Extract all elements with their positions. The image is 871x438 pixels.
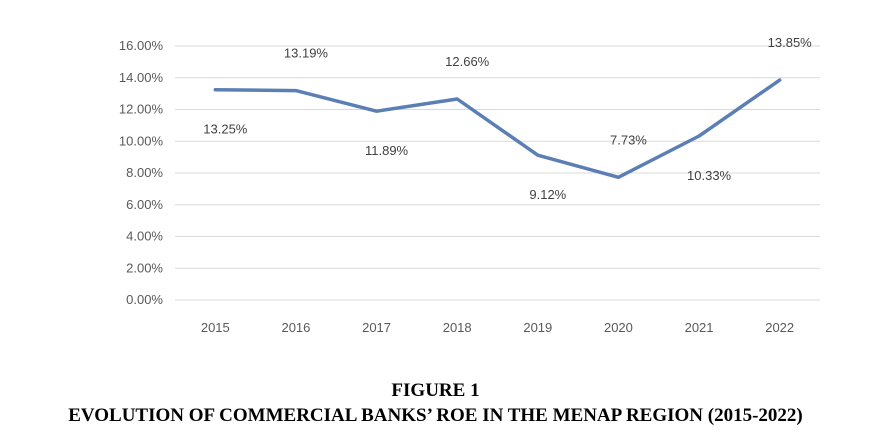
data-label: 10.33%: [687, 168, 732, 183]
x-tick-label: 2019: [523, 320, 552, 335]
y-tick-label: 10.00%: [119, 133, 164, 148]
x-axis-tick-labels: 2015 2016 2017 2018 2019 2020 2021 2022: [201, 320, 794, 335]
y-tick-label: 12.00%: [119, 102, 164, 117]
figure-number: FIGURE 1: [391, 380, 480, 401]
y-tick-label: 6.00%: [126, 197, 163, 212]
x-tick-label: 2016: [281, 320, 310, 335]
data-label: 9.12%: [529, 187, 566, 202]
x-tick-label: 2021: [685, 320, 714, 335]
data-label: 7.73%: [610, 132, 647, 147]
roe-line-chart: 0.00% 2.00% 4.00% 6.00% 8.00% 10.00% 12.00% 14.…: [119, 35, 820, 335]
figure-title: EVOLUTION OF COMMERCIAL BANKS’ ROE IN TH…: [68, 405, 803, 426]
roe-series-line: [213, 78, 782, 180]
x-tick-label: 2020: [604, 320, 633, 335]
data-label: 13.25%: [203, 122, 248, 137]
data-label: 11.89%: [365, 143, 409, 158]
x-tick-label: 2017: [362, 320, 391, 335]
y-axis-tick-labels: 0.00% 2.00% 4.00% 6.00% 8.00% 10.00% 12.00% 14.…: [119, 38, 164, 307]
data-label: 12.66%: [445, 54, 490, 69]
data-label: 13.85%: [768, 35, 813, 50]
y-tick-label: 16.00%: [119, 38, 164, 53]
y-tick-label: 8.00%: [126, 165, 163, 180]
y-tick-label: 14.00%: [119, 70, 164, 85]
y-tick-label: 2.00%: [126, 260, 163, 275]
y-tick-label: 4.00%: [126, 229, 163, 244]
gridlines: [175, 45, 820, 301]
x-tick-label: 2022: [765, 320, 794, 335]
data-label: 13.19%: [284, 46, 329, 61]
series-lines: [213, 78, 782, 180]
x-tick-label: 2015: [201, 320, 230, 335]
y-tick-label: 0.00%: [126, 292, 163, 307]
data-labels: 13.25% 13.19% 11.89% 12.66% 9.12% 7.73% 10.33%…: [203, 35, 812, 202]
x-tick-label: 2018: [443, 320, 472, 335]
